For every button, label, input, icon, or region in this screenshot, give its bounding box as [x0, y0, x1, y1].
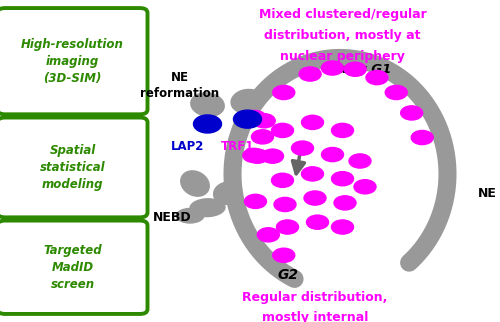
Circle shape: [234, 110, 262, 128]
Circle shape: [332, 172, 353, 186]
Ellipse shape: [214, 182, 242, 204]
Circle shape: [322, 147, 344, 162]
Text: mostly internal: mostly internal: [262, 311, 368, 322]
Circle shape: [306, 215, 328, 229]
Text: TRF1: TRF1: [221, 140, 254, 153]
FancyBboxPatch shape: [0, 221, 148, 314]
Text: LAP2: LAP2: [171, 140, 204, 153]
Circle shape: [299, 67, 321, 81]
Circle shape: [253, 114, 275, 128]
Text: NE: NE: [478, 187, 496, 200]
Circle shape: [411, 130, 433, 145]
Text: Early G1: Early G1: [329, 63, 391, 76]
Circle shape: [276, 220, 298, 234]
Circle shape: [244, 110, 266, 125]
Text: High-resolution
imaging
(3D-SIM): High-resolution imaging (3D-SIM): [21, 38, 124, 85]
FancyBboxPatch shape: [0, 8, 148, 114]
FancyBboxPatch shape: [0, 118, 148, 217]
Circle shape: [385, 85, 407, 99]
Circle shape: [332, 123, 353, 137]
Circle shape: [194, 115, 222, 133]
Text: NE
reformation: NE reformation: [140, 71, 220, 100]
Circle shape: [332, 220, 353, 234]
Circle shape: [246, 149, 268, 163]
Circle shape: [334, 196, 356, 210]
Circle shape: [273, 248, 295, 262]
Ellipse shape: [231, 90, 264, 113]
Ellipse shape: [180, 171, 210, 196]
Circle shape: [262, 149, 283, 163]
Circle shape: [244, 194, 266, 208]
Text: distribution, mostly at: distribution, mostly at: [264, 29, 421, 42]
Circle shape: [304, 191, 326, 205]
Circle shape: [272, 173, 293, 187]
Circle shape: [302, 167, 324, 181]
Circle shape: [274, 197, 296, 212]
Circle shape: [322, 61, 344, 75]
Circle shape: [349, 154, 371, 168]
Circle shape: [400, 106, 422, 120]
Text: Mixed clustered/regular: Mixed clustered/regular: [258, 8, 426, 21]
Circle shape: [366, 71, 388, 85]
Circle shape: [354, 180, 376, 194]
Ellipse shape: [176, 209, 204, 223]
Circle shape: [273, 85, 295, 99]
Circle shape: [292, 141, 314, 155]
Ellipse shape: [190, 199, 225, 217]
Ellipse shape: [191, 93, 224, 117]
Circle shape: [302, 115, 324, 129]
Text: Regular distribution,: Regular distribution,: [242, 291, 388, 304]
Text: NEBD: NEBD: [153, 211, 192, 224]
Circle shape: [258, 228, 280, 242]
Text: nuclear periphery: nuclear periphery: [280, 50, 405, 63]
Text: Targeted
MadID
screen: Targeted MadID screen: [43, 244, 102, 291]
Circle shape: [252, 130, 274, 144]
Text: Spatial
statistical
modeling: Spatial statistical modeling: [40, 144, 106, 191]
Text: G2: G2: [277, 268, 298, 282]
Circle shape: [272, 123, 293, 137]
Circle shape: [344, 62, 366, 76]
Circle shape: [243, 148, 265, 163]
